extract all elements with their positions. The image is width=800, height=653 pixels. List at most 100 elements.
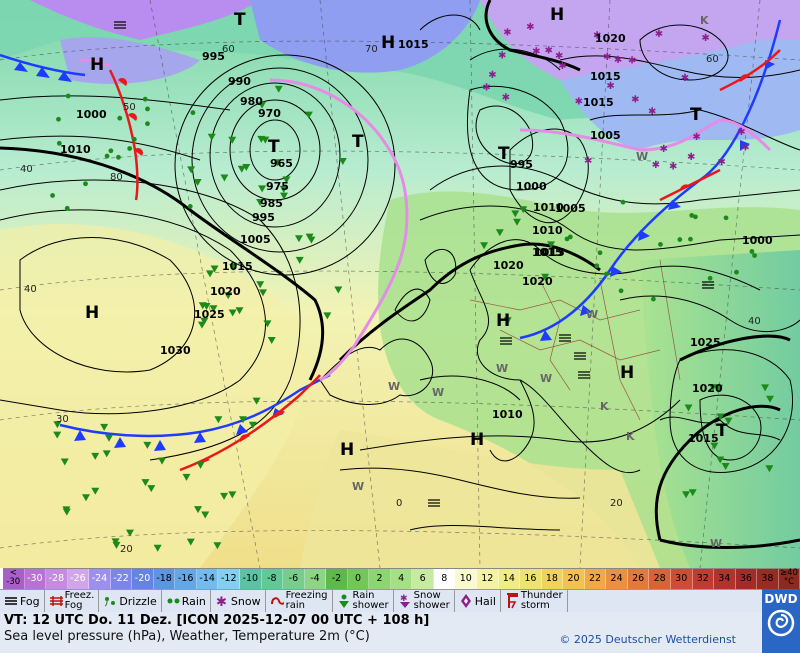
high-pressure-center: H	[496, 311, 510, 331]
fog-icon	[428, 499, 440, 507]
rain-shower-icon	[182, 473, 191, 481]
rain-icon	[166, 593, 180, 609]
snow-icon: ✱	[544, 46, 552, 57]
rain-shower-icon	[710, 442, 719, 450]
temperature-isoline-label: 40	[748, 316, 761, 327]
rain-shower-icon	[715, 384, 724, 392]
rain-shower-icon	[209, 305, 218, 313]
scale-cell: 4	[390, 569, 413, 589]
isobar-label: 1015	[534, 246, 565, 259]
wind-label: W	[540, 372, 552, 385]
legend-item: ✱ Snow	[211, 590, 266, 612]
rain-shower-icon	[295, 256, 304, 264]
isobar-label: 1005	[590, 129, 621, 142]
scale-cell: -16	[175, 569, 197, 589]
isobar-label: 1005	[240, 233, 271, 246]
rain-icon	[131, 136, 137, 142]
legend-label: Rain shower	[352, 590, 389, 611]
rain-shower-icon	[201, 511, 210, 519]
legend-item: Thunder storm	[501, 590, 568, 612]
legend-item: ✱ Snow shower	[394, 590, 455, 612]
rain-shower-icon	[282, 176, 291, 184]
fog-icon	[500, 337, 512, 345]
rain-shower-icon	[761, 384, 770, 392]
snow-icon: ✱	[575, 96, 583, 107]
legend-label: Hail	[474, 594, 496, 608]
rain-shower-icon	[766, 395, 775, 403]
isobar-label: 1005	[555, 202, 586, 215]
isobar-label: 1010	[533, 201, 564, 214]
isobar-label: 1000	[516, 180, 547, 193]
rain-shower-icon	[261, 136, 270, 144]
scale-cell: -2	[326, 569, 348, 589]
map-info-panel: VT: 12 UTC Do. 11 Dez. [ICON 2025-12-07 …	[0, 612, 762, 653]
snow-icon: ✱	[652, 160, 660, 171]
isobar-label: 995	[252, 211, 275, 224]
rain-shower-icon	[62, 506, 71, 514]
temperature-isoline-label: 40	[24, 284, 37, 295]
low-pressure-center: T	[498, 144, 510, 164]
scale-cell: 12	[477, 569, 499, 589]
scale-cell: -4	[304, 569, 327, 589]
thunderstorm-icon	[505, 593, 519, 609]
rain-shower-icon	[228, 309, 237, 317]
high-pressure-center: H	[620, 363, 634, 383]
rain-shower-icon	[273, 159, 282, 167]
rain-icon	[64, 205, 70, 211]
rain-icon	[56, 140, 62, 146]
rain-shower-icon	[334, 286, 343, 294]
snow-icon: ✱	[737, 127, 745, 138]
isobar-label: 1000	[742, 234, 773, 247]
rain-shower-icon	[100, 423, 109, 431]
rain-icon	[116, 154, 121, 160]
snow-icon: ✱	[215, 593, 229, 609]
cold-fronts	[0, 19, 782, 451]
dwd-logo: DWD	[762, 589, 800, 653]
rain-shower-icon	[256, 281, 265, 289]
rain-shower-icon	[193, 178, 202, 186]
isobar-label: 1020	[522, 275, 553, 288]
wind-label: W	[388, 380, 400, 393]
rain-shower-icon	[323, 312, 332, 320]
scale-cell: -28	[46, 569, 68, 589]
wind-label: W	[496, 362, 508, 375]
rain-shower-icon	[480, 242, 489, 250]
wind-label: W	[636, 150, 648, 163]
wind-label: K	[626, 430, 635, 443]
rain-icon	[692, 214, 698, 220]
rain-shower-icon	[724, 417, 733, 425]
freezing-rain-icon	[270, 593, 284, 609]
rain-shower-icon	[274, 85, 283, 93]
snow-icon: ✱	[631, 94, 639, 105]
temperature-isoline-label: 20	[610, 498, 623, 509]
isobar-label: 965	[270, 157, 293, 170]
rain-shower-icon	[194, 506, 203, 514]
low-pressure-center: T	[234, 10, 246, 30]
isobar-label: 1010	[532, 224, 563, 237]
rain-shower-icon	[256, 198, 265, 206]
rain-icon	[83, 181, 88, 187]
legend-label: Rain	[181, 594, 206, 608]
snow-icon: ✱	[498, 50, 506, 61]
rain-shower-icon	[147, 485, 156, 493]
rain-shower-icon	[279, 185, 288, 193]
scale-cell: 32	[692, 569, 715, 589]
scale-cell: -20	[132, 569, 154, 589]
high-pressure-center: H	[381, 33, 395, 53]
fog-icon	[702, 281, 714, 289]
low-pressure-center: T	[690, 105, 702, 125]
coastlines	[319, 109, 800, 531]
low-pressure-center: T	[716, 421, 728, 441]
rain-shower-icon	[60, 458, 69, 466]
temperature-isoline-label: 0	[396, 498, 402, 509]
rain-shower-icon	[102, 450, 111, 458]
high-pressure-center: H	[470, 430, 484, 450]
map-labels: 9959909809701000101096597598599510051015…	[20, 5, 773, 555]
rain-shower-icon	[213, 542, 222, 550]
drizzle-icon	[103, 593, 117, 609]
rain-shower-icon	[495, 229, 504, 237]
rain-shower-icon	[338, 157, 347, 165]
fog-icon	[578, 371, 590, 379]
rain-shower-icon	[112, 541, 121, 549]
legend-label: Snow	[230, 594, 261, 608]
